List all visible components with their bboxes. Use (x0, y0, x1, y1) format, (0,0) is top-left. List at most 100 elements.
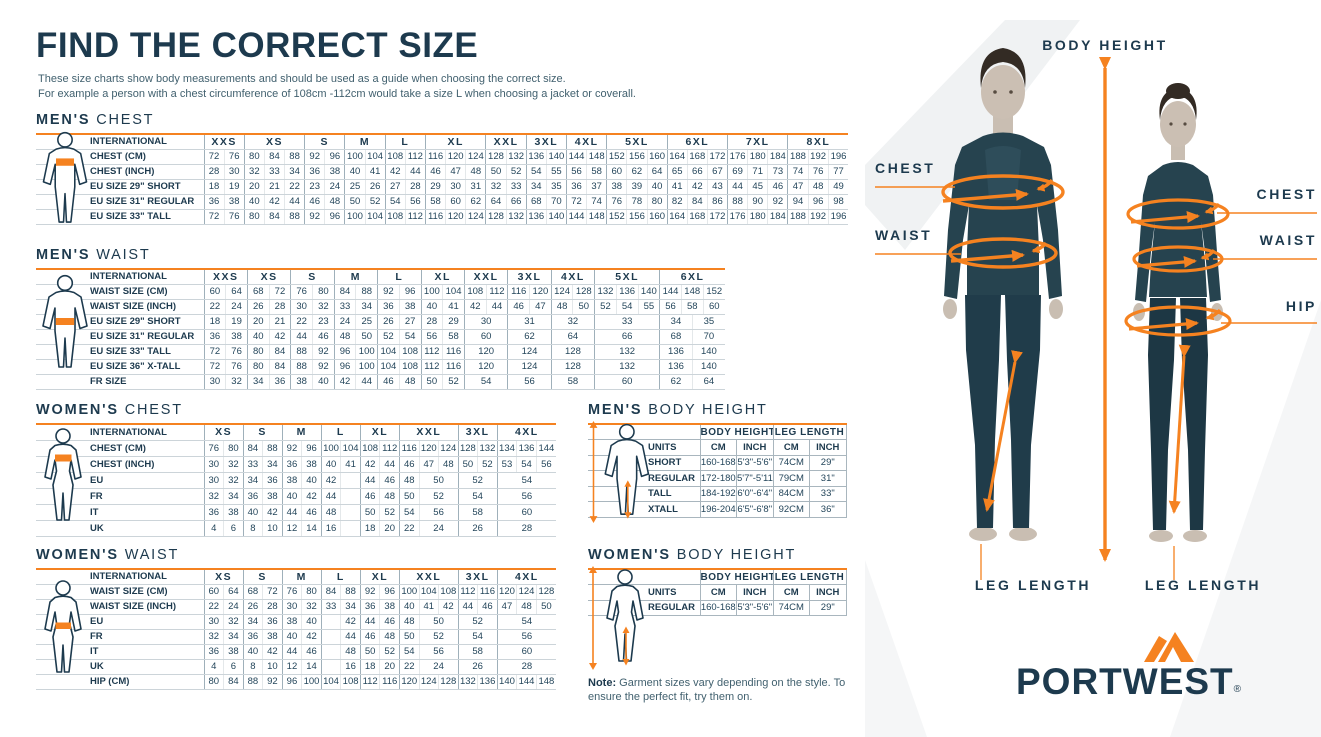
size-value: 52 (379, 504, 400, 521)
size-header-5xl: 5XL (594, 269, 661, 285)
size-value: 132 (506, 149, 527, 165)
height-value: 33" (809, 485, 847, 502)
section-title-light: BODY HEIGHT (676, 547, 797, 563)
size-value: 84 (269, 359, 292, 375)
size-row: EU SIZE 29" SHORT 18 19 20 21 22 23 24 25 26 27 28 2… (36, 179, 849, 195)
size-value: 128 (551, 359, 596, 375)
size-value: 160 (647, 209, 668, 225)
size-value: 116 (442, 344, 465, 360)
size-value: 72 (269, 284, 292, 300)
size-value: 96 (324, 209, 346, 225)
size-value: 71 (747, 164, 769, 180)
womens-body-height-title: WOMEN'S BODY HEIGHT (588, 547, 847, 565)
womens-body-height-table: BODY HEIGHT LEG LENGTH UNITS CM INCH CM INCH RE… (588, 568, 847, 616)
section-title-light: BODY HEIGHT (648, 402, 768, 418)
size-value: 16 (321, 520, 342, 537)
row-label: IT (36, 644, 205, 660)
womens-body-height-section: WOMEN'S BODY HEIGHT BODY HEIGHT LEG LENGT… (588, 547, 847, 670)
size-value: 132 (477, 440, 498, 457)
womens-waist-title: WOMEN'S WAIST (36, 547, 556, 565)
size-value: 148 (586, 209, 608, 225)
size-header-3xl: 3XL (458, 569, 498, 585)
height-value: 36" (809, 501, 847, 518)
size-value: 24 (419, 659, 459, 675)
size-header-l: L (321, 424, 361, 441)
section-title-light: WAIST (96, 247, 151, 263)
size-value: 82 (667, 194, 688, 210)
size-header-l: L (377, 269, 422, 285)
size-value: 100 (399, 584, 420, 600)
column-header-international: INTERNATIONAL (36, 424, 205, 441)
size-value: 116 (425, 209, 447, 225)
group-header: BODY HEIGHT (699, 568, 774, 585)
size-value: 20 (379, 659, 400, 675)
size-value: 8 (243, 520, 264, 537)
size-value: 196 (828, 209, 849, 225)
row-label: EU SIZE 33" TALL (36, 344, 205, 360)
size-value: 52 (506, 164, 527, 180)
size-row: WAIST SIZE (CM) 60 64 68 72 76 80 84 88 92 96 100 10… (36, 584, 556, 600)
size-value: 26 (377, 314, 400, 330)
size-value: 68 (247, 284, 270, 300)
size-value: 30 (445, 179, 467, 195)
size-header-m: M (344, 134, 386, 150)
size-value: 42 (262, 504, 283, 521)
size-value: 112 (379, 440, 400, 457)
size-header-3xl: 3XL (458, 424, 498, 441)
size-header-m: M (334, 269, 379, 285)
size-value: 120 (445, 209, 467, 225)
size-value: 28 (204, 164, 225, 180)
size-value: 24 (334, 314, 357, 330)
size-value: 54 (526, 164, 547, 180)
height-value: 196-204 (699, 501, 737, 518)
size-value: 144 (566, 149, 588, 165)
size-value: 52 (458, 472, 498, 489)
registered-mark: ® (1233, 684, 1243, 695)
size-value: 152 (606, 209, 628, 225)
size-value: 32 (312, 299, 335, 315)
size-value: 84 (321, 584, 342, 600)
size-value: 92 (282, 440, 303, 457)
size-value: 24 (225, 299, 248, 315)
size-header-7xl: 7XL (727, 134, 789, 150)
size-value: 36 (282, 456, 303, 473)
size-header-xs: XS (247, 269, 292, 285)
size-header-xs: XS (204, 424, 244, 441)
section-title-bold: MEN'S (588, 402, 643, 418)
column-header-international: INTERNATIONAL (36, 134, 205, 150)
size-value: 112 (486, 284, 509, 300)
size-value: 37 (586, 179, 608, 195)
size-value: 132 (506, 209, 527, 225)
size-value: 19 (225, 314, 248, 330)
man-chest-ellipse (941, 174, 1065, 210)
size-value: 46 (379, 614, 400, 630)
size-value: 108 (360, 440, 381, 457)
size-value (340, 520, 361, 537)
size-value: 92 (377, 284, 400, 300)
size-value: 44 (282, 504, 303, 521)
size-value: 92 (360, 584, 381, 600)
size-row: EU SIZE 33" TALL 72 76 80 84 88 92 96 100 104 108 1… (36, 344, 725, 360)
size-value: 104 (365, 149, 386, 165)
size-value: 66 (594, 329, 661, 345)
size-value: 44 (486, 299, 509, 315)
size-header-m: M (282, 424, 322, 441)
size-value: 36 (262, 614, 283, 630)
woman-figure (1133, 83, 1223, 542)
size-value: 176 (727, 209, 749, 225)
size-value: 54 (399, 644, 420, 660)
size-value: 58 (442, 329, 465, 345)
row-label: WAIST SIZE (CM) (36, 584, 205, 600)
size-value: 44 (321, 488, 342, 505)
size-value: 54 (385, 194, 406, 210)
size-value: 54 (497, 614, 556, 630)
size-value: 152 (606, 149, 628, 165)
size-value: 46 (304, 194, 326, 210)
height-value: 79CM (772, 470, 810, 487)
size-value: 80 (647, 194, 668, 210)
size-value: 180 (747, 209, 769, 225)
size-value: 32 (244, 164, 265, 180)
size-value: 68 (243, 584, 264, 600)
size-value: 94 (787, 194, 809, 210)
mens-body-height-figure-icon (589, 421, 650, 523)
